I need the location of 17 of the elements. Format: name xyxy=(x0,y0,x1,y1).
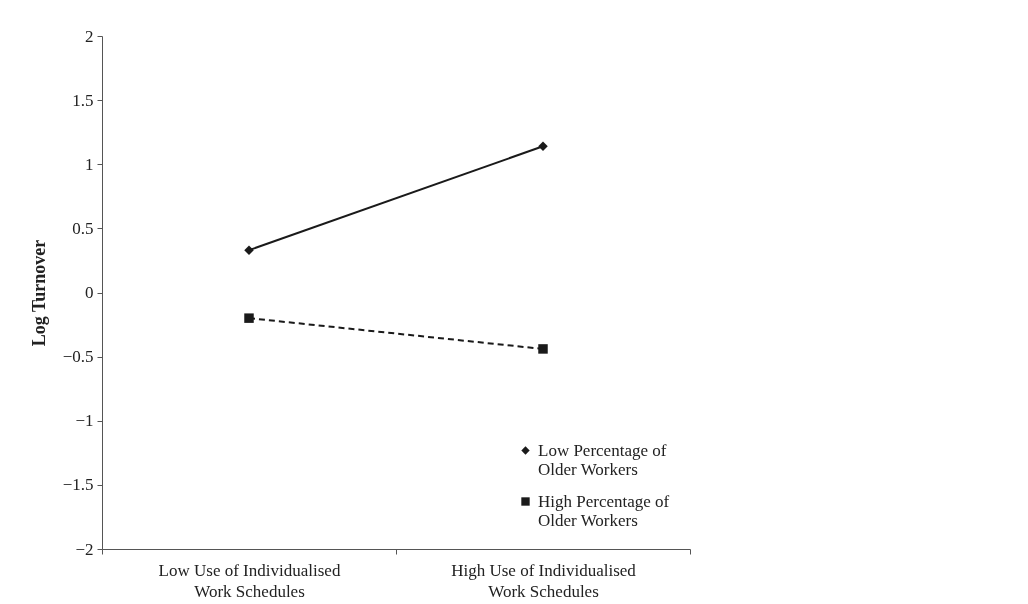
y-tick-label: 2 xyxy=(85,26,94,46)
y-tick-label: −0.5 xyxy=(62,347,94,367)
point xyxy=(244,313,254,323)
legend-label: Low Percentage of Older Workers xyxy=(538,440,667,479)
y-axis-title: Log Turnover xyxy=(28,239,49,347)
y-tick-label: 0 xyxy=(85,283,94,302)
y-tick-label: 0.5 xyxy=(72,218,94,238)
y-tick-label: 1 xyxy=(85,154,94,174)
legend-label: High Percentage of Older Workers xyxy=(538,491,670,530)
x-tick-label: High Use of Individualised Work Schedules xyxy=(451,560,637,601)
x-tick-label: Low Use of Individualised Work Schedules xyxy=(158,560,341,601)
y-tick-label: 1.5 xyxy=(72,90,94,110)
y-tick-label: −1.5 xyxy=(62,475,94,495)
y-tick-label: −1 xyxy=(75,411,94,431)
point xyxy=(538,141,548,152)
y-tick-label: −2 xyxy=(75,539,94,559)
point xyxy=(538,344,548,354)
